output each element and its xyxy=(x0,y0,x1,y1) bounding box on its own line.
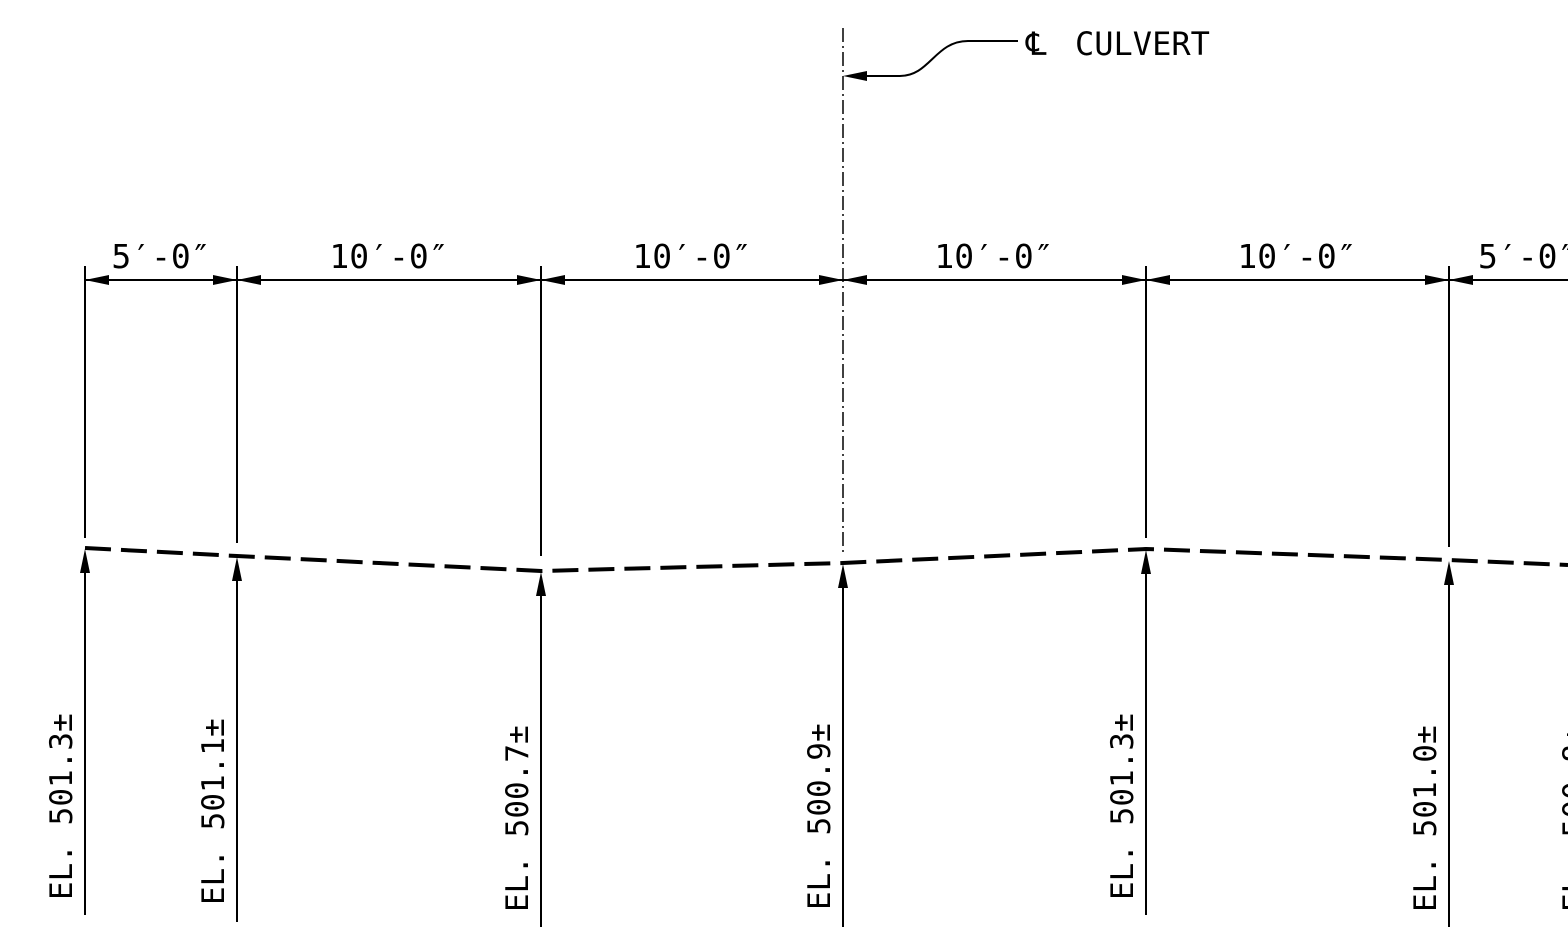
elevation-label: EL. 501.0± xyxy=(1408,725,1444,912)
dim-arrowhead xyxy=(1122,275,1146,285)
elev-arrowhead xyxy=(1141,550,1151,574)
dim-arrowhead xyxy=(1425,275,1449,285)
elev-arrowhead xyxy=(536,572,546,596)
dimension-label: 5′-0″ xyxy=(111,237,210,276)
elevation-label: EL. 501.3± xyxy=(1105,713,1141,900)
dim-arrowhead xyxy=(1449,275,1473,285)
dimension-label: 10′-0″ xyxy=(632,237,751,276)
dim-arrowhead xyxy=(843,275,867,285)
dimension-labels: 5′-0″ 10′-0″ 10′-0″ 10′-0″ 10′-0″ 5′-0″ xyxy=(111,237,1568,276)
elevation-label: EL. 500.8± xyxy=(1557,725,1568,912)
dim-arrowhead xyxy=(85,275,109,285)
dimension-label: 10′-0″ xyxy=(934,237,1053,276)
dim-arrowhead xyxy=(819,275,843,285)
dim-arrowhead xyxy=(237,275,261,285)
centerline-caption: CULVERT xyxy=(1075,25,1210,63)
elev-arrowhead xyxy=(1444,561,1454,585)
elevation-leaders xyxy=(84,570,1450,927)
elevation-arrowheads xyxy=(80,549,1454,596)
elev-arrowhead xyxy=(80,549,90,573)
centerline-leader xyxy=(860,40,1018,77)
dim-arrowhead xyxy=(1146,275,1170,285)
dimension-label: 10′-0″ xyxy=(329,237,448,276)
elevation-label: EL. 501.3± xyxy=(44,713,80,900)
dimension-label: 10′-0″ xyxy=(1237,237,1356,276)
dimension-arrowheads xyxy=(85,275,1473,285)
elev-arrowhead xyxy=(838,564,848,588)
dim-arrowhead xyxy=(517,275,541,285)
dim-arrowhead xyxy=(541,275,565,285)
centerline-leader-arrowhead xyxy=(843,71,867,81)
elevation-label: EL. 501.1± xyxy=(196,718,232,905)
elevation-labels: EL. 501.3± EL. 501.1± EL. 500.7± EL. 500… xyxy=(44,713,1568,912)
dimension-label: 5′-0″ xyxy=(1478,237,1568,276)
elevation-label: EL. 500.9± xyxy=(802,723,838,910)
centerline-label: ℄ CULVERT xyxy=(1025,25,1210,63)
dim-arrowhead xyxy=(213,275,237,285)
elevation-label: EL. 500.7± xyxy=(500,725,536,912)
elev-arrowhead xyxy=(232,557,242,581)
extension-lines xyxy=(84,266,1450,556)
ground-profile xyxy=(84,546,1568,574)
centerline-symbol: ℄ xyxy=(1025,25,1047,63)
